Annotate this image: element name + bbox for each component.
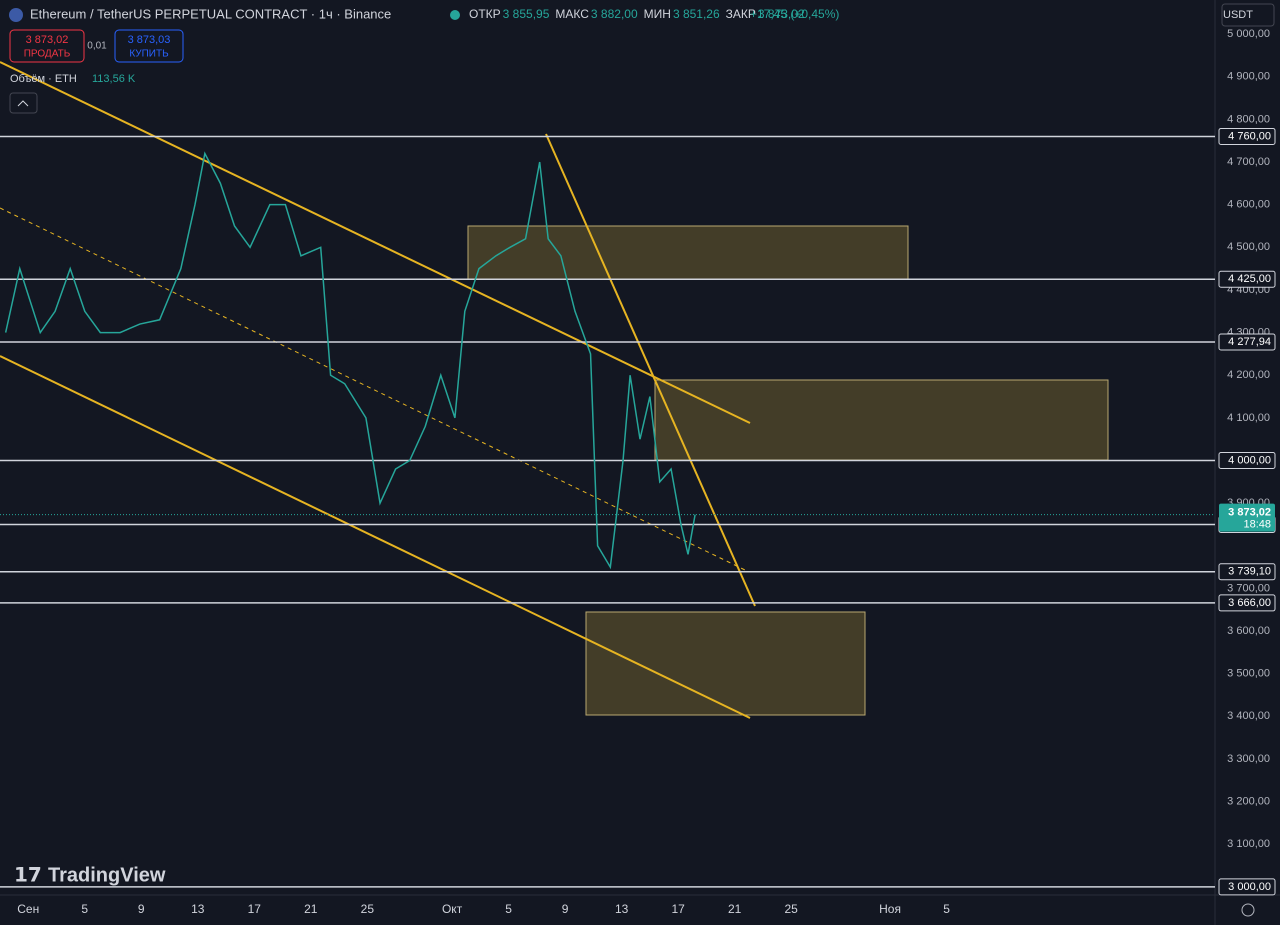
y-tick-label: 4 200,00 [1227,369,1270,381]
trend-line [0,61,751,424]
logo: TradingView [48,864,166,886]
x-tick-label: 5 [505,902,512,916]
price-line [4,151,696,570]
zone [585,611,866,716]
ohlc: ОТКР 3 855,95 МАКС 3 882,00 МИН 3 851,26 ЗАКР 3… [469,7,805,21]
y-tick-label: 4 800,00 [1227,113,1270,125]
x-tick-label: 9 [138,902,145,916]
ohlc-label: МИН [644,7,671,21]
level-label: 4 760,00 [1228,130,1271,142]
y-tick-label: 3 200,00 [1227,796,1270,808]
y-tick-label: 4 100,00 [1227,412,1270,424]
trend-midline [0,207,746,571]
ohlc-label: ОТКР [469,7,501,21]
x-tick-label: 21 [304,902,318,916]
ohlc-value: 3 851,26 [673,7,720,21]
zone [467,225,909,280]
buy-button[interactable] [114,29,184,63]
y-tick-label: 3 100,00 [1227,838,1270,850]
y-tick-label: 3 600,00 [1227,625,1270,637]
level-label: 4 277,94 [1228,336,1271,348]
logo-mark: 𝟭𝟳 [14,864,42,886]
x-tick-label: 21 [728,902,742,916]
y-tick-label: 4 600,00 [1227,199,1270,211]
drawings [0,61,1109,719]
last-price-box [1219,503,1275,532]
trend-line [0,355,751,719]
zone [654,379,1109,461]
settings-icon[interactable] [1241,903,1255,917]
level-label-box [1218,127,1276,145]
ohlc-value: 3 873,02 [758,7,805,21]
y-tick-label: 4 900,00 [1227,71,1270,83]
chevron-icon [17,100,29,107]
x-tick-label: 17 [671,902,685,916]
x-tick-label: 17 [248,902,262,916]
level-label-box [1218,452,1276,470]
x-tick-label: Сен [17,902,39,916]
level-label: 3 000,00 [1228,881,1271,893]
x-tick-label: 13 [615,902,629,916]
ohlc-value: 3 855,95 [503,7,550,21]
y-tick-label: 3 500,00 [1227,668,1270,680]
level-label-box [1218,594,1276,612]
spread: 0,01 [87,41,107,52]
collapse-button[interactable] [9,92,38,114]
title: Ethereum / TetherUS PERPETUAL CONTRACT ·… [30,6,391,21]
ohlc-label: МАКС [555,7,589,21]
ohlc-value: 3 882,00 [591,7,638,21]
volume-value: 113,56 K [92,73,136,85]
sell-label: ПРОДАТЬ [24,49,71,60]
currency: USDT [1223,9,1253,21]
last-price-label: 3 873,02 [1228,507,1271,519]
last-price-time: 18:48 [1243,519,1271,531]
level-label: 3 739,10 [1228,566,1271,578]
x-tick-label: 5 [81,902,88,916]
buy-price: 3 873,03 [128,34,171,46]
level-label-box [1218,270,1276,288]
x-tick-label: Окт [442,902,463,916]
coin-icon [9,8,23,22]
level-label-box [1218,563,1276,581]
x-tick-label: 9 [562,902,569,916]
x-tick-label: 25 [361,902,375,916]
sell-button[interactable] [9,29,85,63]
x-tick-label: Ноя [879,902,901,916]
buy-label: КУПИТЬ [129,49,169,60]
change: +17,45 (+0,45%) [750,7,839,21]
level-label-box [1218,333,1276,351]
x-tick-label: 25 [784,902,798,916]
trend-line [545,133,756,607]
x-tick-label: 13 [191,902,205,916]
ohlc-label: ЗАКР [726,7,756,21]
level-label: 4 000,00 [1228,454,1271,466]
level-label: 3 666,00 [1228,597,1271,609]
y-tick-label: 5 000,00 [1227,28,1270,40]
currency-button[interactable] [1221,3,1275,27]
status-dot [450,10,460,20]
sell-price: 3 873,02 [26,34,69,46]
x-tick-label: 5 [943,902,950,916]
y-tick-label: 3 400,00 [1227,710,1270,722]
volume-label: Объём · ETH [10,73,77,85]
level-label: 4 425,00 [1228,273,1271,285]
y-tick-label: 4 500,00 [1227,241,1270,253]
y-tick-label: 3 700,00 [1227,582,1270,594]
level-label-box [1218,878,1276,896]
y-tick-label: 4 700,00 [1227,156,1270,168]
y-tick-label: 3 300,00 [1227,753,1270,765]
